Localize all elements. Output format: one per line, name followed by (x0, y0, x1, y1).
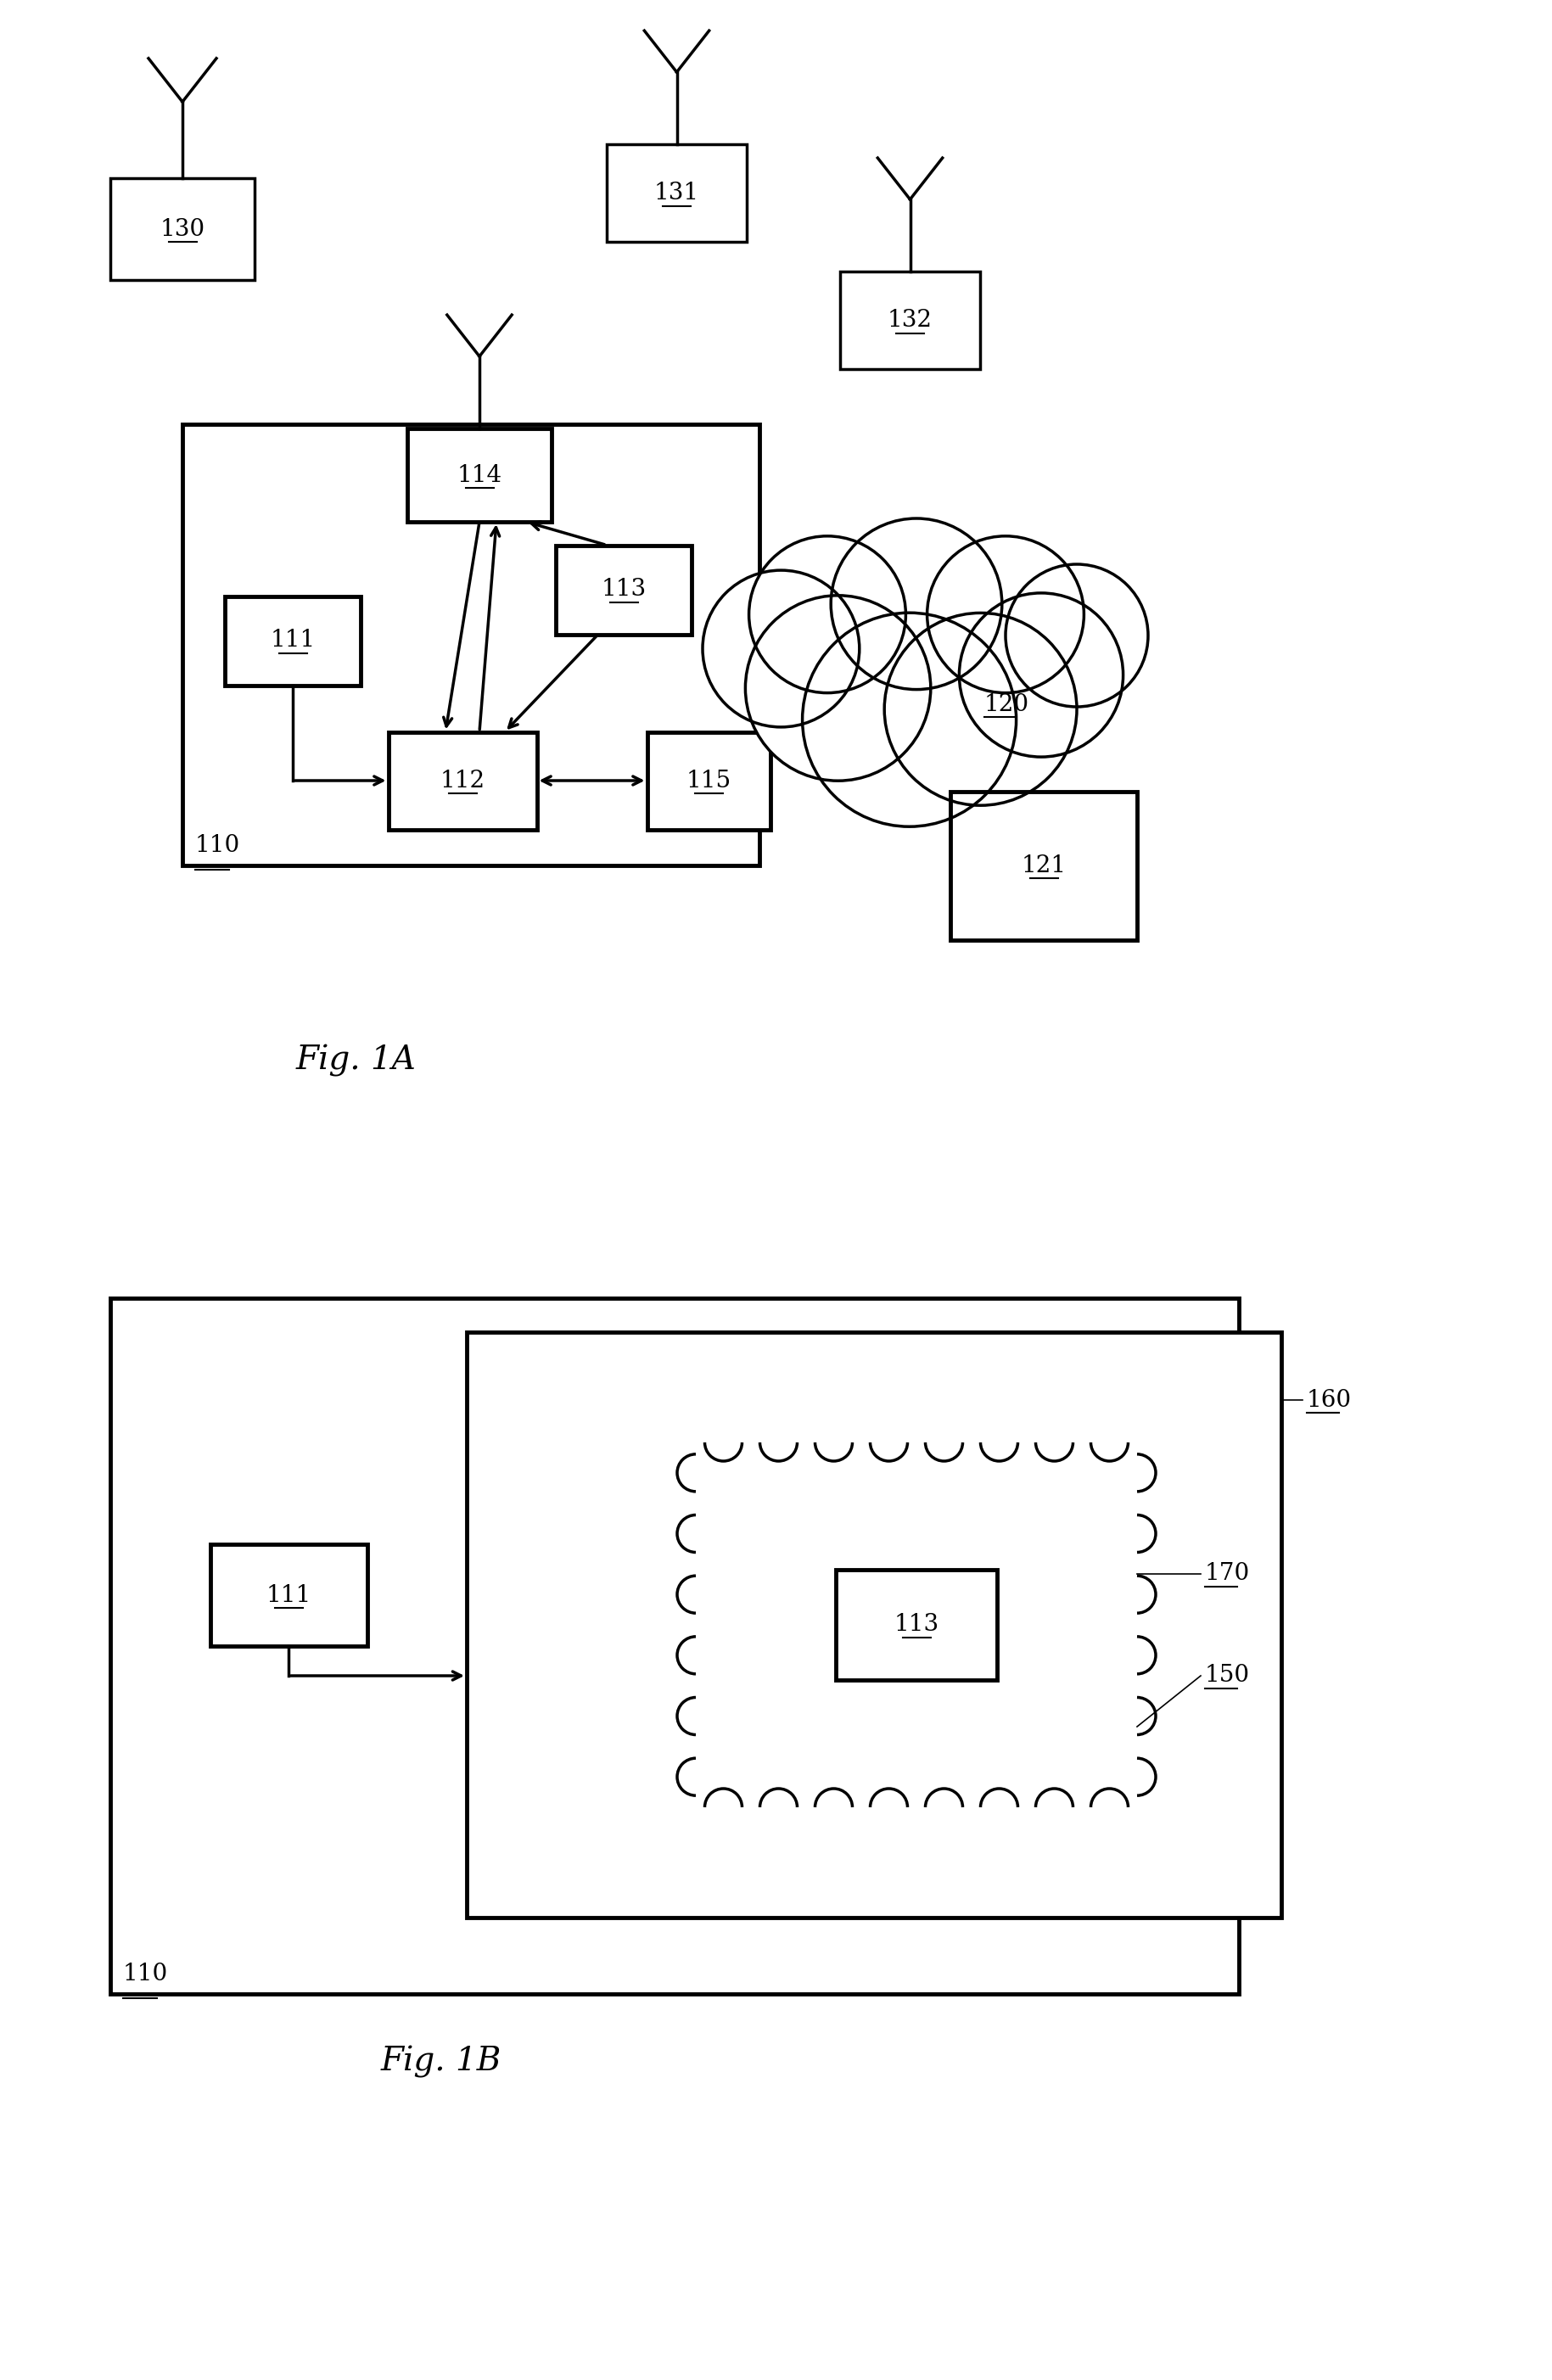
Bar (110, 178, 255, 281)
Text: Fig. 1B: Fig. 1B (380, 2047, 501, 2078)
Text: 110: 110 (196, 833, 241, 857)
Circle shape (927, 536, 1083, 693)
Text: 160: 160 (1307, 1388, 1352, 1411)
Circle shape (1006, 564, 1148, 707)
Text: 132: 132 (888, 309, 933, 331)
Text: 113: 113 (601, 578, 646, 602)
Circle shape (745, 595, 931, 781)
Text: 130: 130 (160, 217, 205, 240)
Bar (607, 145, 747, 243)
Text: 115: 115 (686, 769, 731, 793)
Bar (837, 1571, 996, 1680)
Bar (388, 731, 537, 828)
Text: 111: 111 (265, 1583, 310, 1606)
Text: 121: 121 (1021, 854, 1066, 876)
Bar (556, 545, 692, 633)
Text: 170: 170 (1204, 1564, 1249, 1585)
Bar (183, 424, 759, 866)
Text: 112: 112 (439, 769, 484, 793)
Circle shape (802, 612, 1017, 826)
Bar (950, 790, 1138, 940)
Text: 114: 114 (456, 464, 501, 486)
Text: 131: 131 (655, 181, 700, 205)
Bar (225, 595, 360, 685)
Circle shape (830, 519, 1003, 690)
Circle shape (885, 614, 1077, 804)
Bar (407, 428, 551, 521)
Text: 150: 150 (1204, 1664, 1249, 1687)
Circle shape (703, 571, 860, 726)
Text: 110: 110 (123, 1964, 168, 1985)
Text: Fig. 1A: Fig. 1A (296, 1045, 416, 1076)
Text: 113: 113 (894, 1614, 939, 1637)
Bar (210, 1545, 366, 1647)
Bar (110, 1297, 1238, 1994)
Bar (840, 271, 979, 369)
Bar (647, 731, 770, 828)
Text: 111: 111 (270, 628, 315, 652)
Circle shape (959, 593, 1124, 757)
Text: 120: 120 (984, 693, 1029, 716)
Bar (467, 1333, 1282, 1918)
Circle shape (750, 536, 906, 693)
